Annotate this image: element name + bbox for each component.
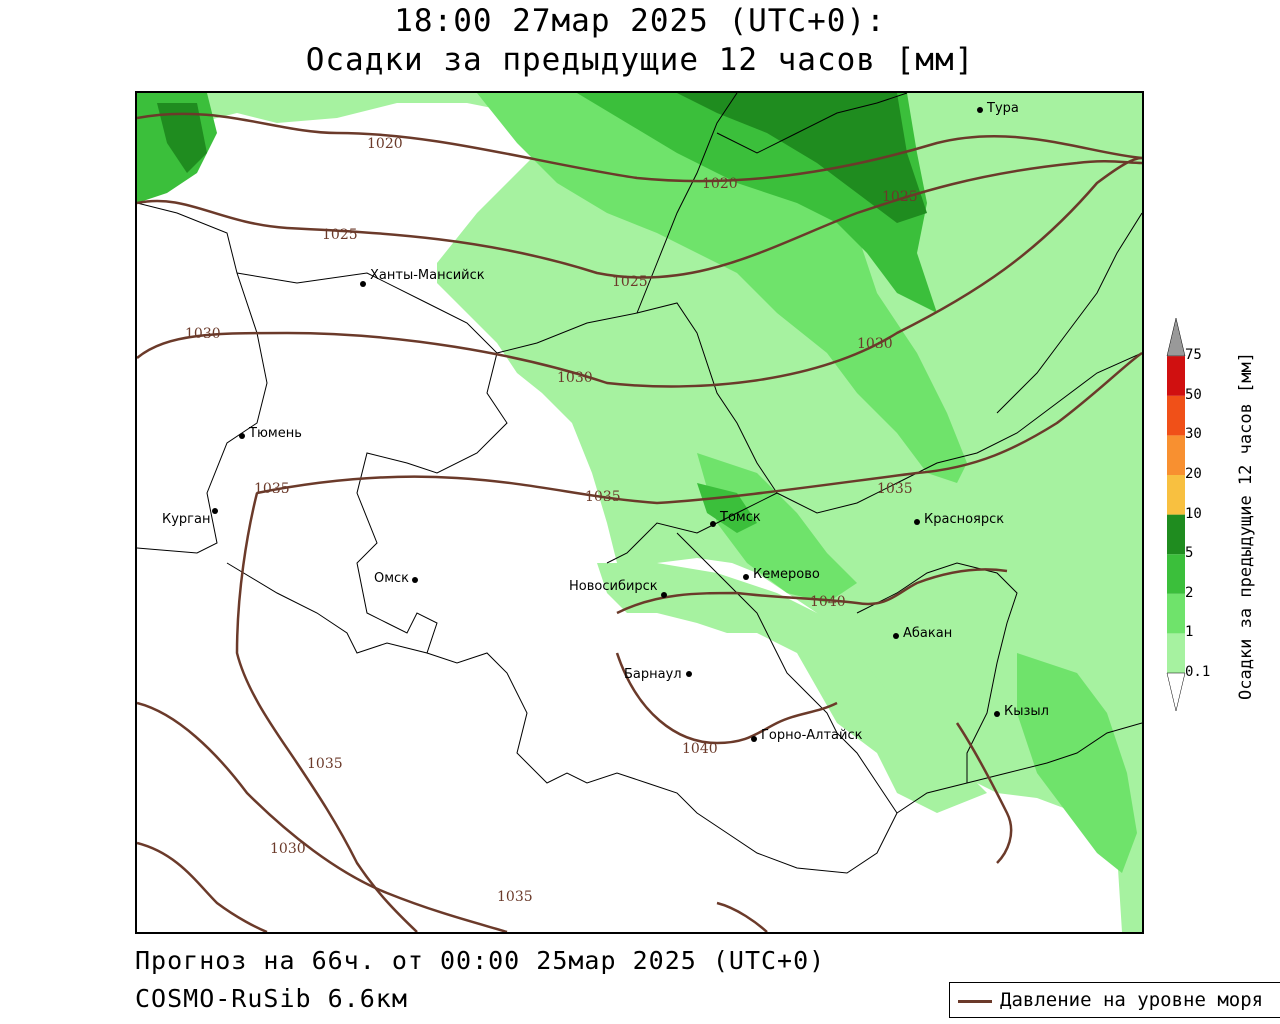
svg-text:Красноярск: Красноярск bbox=[924, 512, 1004, 527]
isobar-label: 1030 bbox=[270, 841, 306, 857]
precip-light-north bbox=[137, 93, 1142, 932]
svg-text:Горно-Алтайск: Горно-Алтайск bbox=[761, 728, 863, 743]
city-novosibirsk: Новосибирск bbox=[569, 579, 667, 598]
colorbar-cell bbox=[1167, 593, 1185, 634]
svg-text:Новосибирск: Новосибирск bbox=[569, 579, 658, 594]
city-tyumen: Тюмень bbox=[239, 426, 302, 441]
precip-intense bbox=[677, 93, 927, 223]
isobar-label: 1035 bbox=[307, 756, 343, 772]
map-title-time: 18:00 27мар 2025 (UTC+0): bbox=[394, 3, 886, 39]
colorbar-cell bbox=[1167, 514, 1185, 555]
cities: Тура Ханты-Мансийск Тюмень Курган Омск Н… bbox=[162, 101, 1049, 743]
precip-layer bbox=[137, 93, 1142, 932]
map-panel: 1020 1020 1025 1025 1025 1030 1030 1030 … bbox=[135, 91, 1144, 934]
colorbar-cell bbox=[1167, 554, 1185, 594]
isobar-label: 1035 bbox=[497, 889, 533, 905]
colorbar-level-label: 20 bbox=[1185, 466, 1202, 482]
pressure-legend-line bbox=[958, 1000, 992, 1003]
colorbar bbox=[1166, 318, 1186, 712]
colorbar-level-label: 2 bbox=[1185, 584, 1194, 601]
forecast-info: Прогноз на 66ч. от 00:00 25мар 2025 (UTC… bbox=[135, 946, 826, 975]
city-tura: Тура bbox=[977, 101, 1019, 116]
model-name: COSMO-RuSib 6.6км bbox=[135, 984, 408, 1013]
city-omsk: Омск bbox=[374, 571, 418, 586]
svg-text:Кызыл: Кызыл bbox=[1004, 704, 1049, 719]
isobar-label: 1030 bbox=[185, 326, 221, 342]
precip-intense-2 bbox=[157, 103, 207, 173]
isobars bbox=[137, 112, 1142, 932]
svg-text:Тура: Тура bbox=[986, 101, 1019, 116]
colorbar-level-label: 75 bbox=[1185, 347, 1202, 364]
isobar-label: 1020 bbox=[367, 136, 403, 152]
colorbar-bottom-arrow bbox=[1166, 672, 1186, 712]
isobar-labels: 1020 1020 1025 1025 1025 1030 1030 1030 … bbox=[185, 136, 918, 905]
colorbar-level-label: 50 bbox=[1185, 386, 1202, 403]
isobar-label: 1040 bbox=[682, 741, 718, 757]
svg-text:Кемерово: Кемерово bbox=[753, 567, 820, 582]
pressure-legend: Давление на уровне моря bbox=[949, 982, 1280, 1018]
precip-moderate-3 bbox=[1017, 653, 1137, 873]
svg-text:Курган: Курган bbox=[162, 512, 210, 527]
isobar-label: 1025 bbox=[882, 189, 918, 205]
isobar-label: 1035 bbox=[877, 481, 913, 497]
city-gorno-altaysk: Горно-Алтайск bbox=[751, 728, 863, 743]
city-kurgan: Курган bbox=[162, 508, 218, 527]
colorbar-cell bbox=[1167, 395, 1185, 436]
city-barnaul: Барнаул bbox=[624, 667, 692, 682]
precip-moderate-2 bbox=[697, 453, 857, 603]
colorbar-cell bbox=[1167, 356, 1185, 396]
svg-text:Барнаул: Барнаул bbox=[624, 667, 682, 682]
isobar-label: 1025 bbox=[322, 227, 358, 243]
precip-moderate bbox=[477, 93, 967, 483]
svg-text:Томск: Томск bbox=[719, 510, 761, 525]
svg-text:Абакан: Абакан bbox=[903, 626, 952, 641]
map-title-variable: Осадки за предыдущие 12 часов [мм] bbox=[305, 42, 975, 78]
colorbar-cells bbox=[1167, 356, 1185, 673]
city-kyzyl: Кызыл bbox=[994, 704, 1049, 719]
isobar-label: 1025 bbox=[612, 274, 648, 290]
isobar-label: 1030 bbox=[557, 370, 593, 386]
colorbar-level-label: 0.1 bbox=[1185, 664, 1211, 680]
isobar-label: 1035 bbox=[585, 489, 621, 505]
colorbar-cell bbox=[1167, 633, 1185, 673]
isobar-label: 1030 bbox=[857, 336, 893, 352]
city-krasnoyarsk: Красноярск bbox=[914, 512, 1004, 527]
colorbar-level-label: 30 bbox=[1185, 426, 1202, 443]
map-canvas: 1020 1020 1025 1025 1025 1030 1030 1030 … bbox=[137, 93, 1142, 932]
city-tomsk: Томск bbox=[710, 510, 761, 527]
colorbar-cell bbox=[1167, 475, 1185, 515]
region-borders bbox=[137, 93, 1142, 874]
colorbar-level-label: 10 bbox=[1185, 505, 1202, 522]
svg-text:Ханты-Мансийск: Ханты-Мансийск bbox=[370, 268, 485, 283]
svg-text:Тюмень: Тюмень bbox=[248, 426, 302, 441]
precip-heavy-3 bbox=[697, 483, 757, 533]
precip-light-south bbox=[597, 563, 987, 813]
city-khanty-mansiysk: Ханты-Мансийск bbox=[360, 268, 485, 287]
colorbar-level-label: 5 bbox=[1185, 545, 1194, 562]
colorbar-cell bbox=[1167, 435, 1185, 475]
colorbar-title: Осадки за предыдущие 12 часов [мм] bbox=[1236, 352, 1256, 700]
colorbar-level-label: 1 bbox=[1185, 624, 1194, 641]
isobar-label: 1035 bbox=[254, 481, 290, 497]
svg-text:Омск: Омск bbox=[374, 571, 409, 586]
city-abakan: Абакан bbox=[893, 626, 952, 641]
pressure-legend-label: Давление на уровне моря bbox=[1000, 989, 1264, 1011]
colorbar-top-arrow bbox=[1166, 318, 1186, 357]
city-kemerovo: Кемерово bbox=[743, 567, 820, 582]
isobar-label: 1020 bbox=[702, 176, 738, 192]
isobar-label: 1040 bbox=[810, 594, 846, 610]
